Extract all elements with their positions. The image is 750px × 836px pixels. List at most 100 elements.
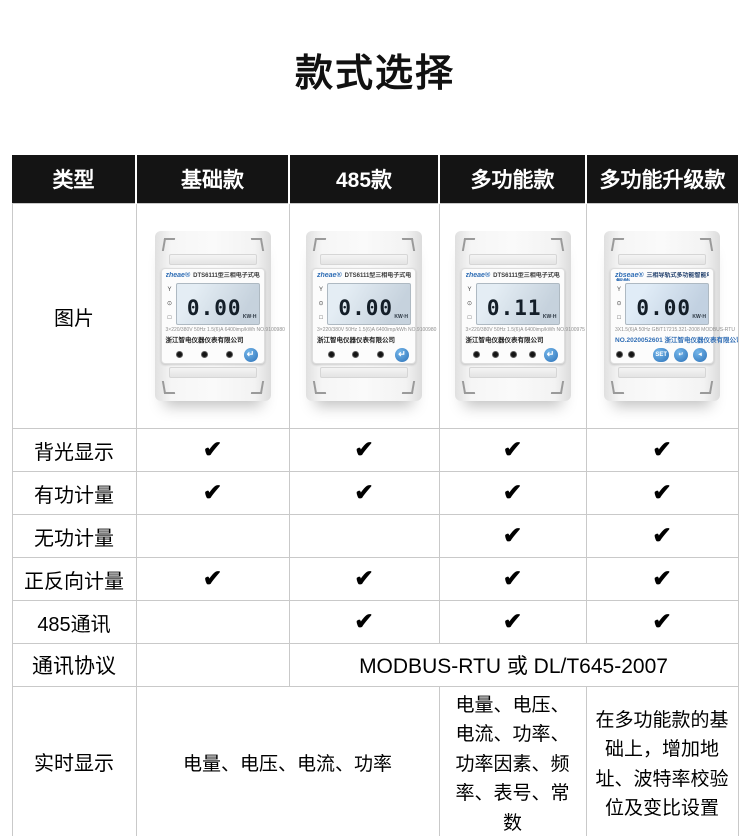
check-icon: ✔	[652, 436, 672, 462]
feature-cell	[135, 514, 290, 558]
header-cell-1: 基础款	[135, 155, 289, 204]
feature-cell: ✔	[438, 428, 587, 472]
merged-text-cell-6-1: MODBUS-RTU 或 DL/T645-2007	[288, 643, 739, 687]
header-cell-3: 多功能款	[438, 155, 586, 204]
meter-button-icon: ◄	[693, 347, 707, 362]
indicator-led-icon	[629, 352, 634, 357]
meter-brand-row: zheae®DTS6111型三相电子式电能表	[166, 272, 260, 281]
meter-bottom-cap	[168, 367, 257, 378]
din-clip-icon	[312, 238, 327, 251]
check-icon: ✔	[354, 479, 374, 505]
lcd-unit: KW·H	[542, 314, 557, 320]
table-row: 背光显示 ✔ ✔ ✔ ✔	[11, 428, 739, 472]
meter-side-icon: Y	[318, 287, 323, 293]
feature-cell: ✔	[438, 600, 587, 644]
header-cell-0: 类型	[12, 155, 136, 204]
indicator-led-icon	[378, 352, 384, 357]
table-row: 正反向计量 ✔ ✔ ✔ ✔	[11, 557, 739, 601]
din-clip-icon	[250, 238, 264, 251]
table-row: 485通讯 ✔ ✔ ✔	[11, 600, 739, 644]
din-clip-icon	[161, 381, 175, 394]
meter-side-icon: ⊙	[318, 301, 324, 307]
table-row: 有功计量 ✔ ✔ ✔ ✔	[11, 471, 739, 515]
meter-side-icons: Y ⊙ □	[615, 283, 623, 325]
check-icon: ✔	[502, 608, 523, 634]
row-label-5: 485通讯	[11, 600, 137, 644]
meter-cell-2: zheae®DTS6111型三相电子式电能表Y⊙□0.11KW·H3×220/3…	[438, 203, 587, 429]
meter-side-icons: Y ⊙ □	[466, 283, 474, 325]
din-clip-icon	[610, 238, 625, 251]
meter-lcd-row: Y ⊙ □ 0.11 KW·H	[466, 283, 560, 325]
meter-side-icon: Y	[616, 287, 621, 293]
meter-image-2: zheae®DTS6111型三相电子式电能表Y⊙□0.11KW·H3×220/3…	[454, 231, 585, 401]
din-clip-icon	[161, 238, 175, 251]
meter-brand-row: zheae®DTS6111型三相电子式电能表	[466, 272, 560, 281]
meter-button-icon: ↵	[243, 347, 258, 362]
meter-lcd-row: Y ⊙ □ 0.00 KW·H	[615, 283, 709, 325]
din-clip-icon	[401, 381, 416, 394]
feature-cell: ✔	[438, 471, 587, 515]
table-body: 图片zheae®DTS6111型三相电子式电能表Y⊙□0.00KW·H3×220…	[11, 203, 739, 836]
check-icon: ✔	[502, 522, 523, 548]
meter-bottom-cap	[618, 367, 706, 378]
lcd-unit: KW·H	[692, 314, 706, 320]
table-row: 无功计量 ✔ ✔	[11, 514, 739, 558]
meter-company-line: NO.2020052601 浙江智电仪器仪表有限公司	[615, 337, 738, 344]
table-row: 通讯协议 MODBUS-RTU 或 DL/T645-2007	[11, 643, 739, 687]
meter-controls: ↵	[166, 347, 260, 362]
check-icon: ✔	[202, 436, 223, 462]
feature-cell: ✔	[585, 428, 739, 472]
feature-cell	[135, 600, 290, 644]
check-icon: ✔	[202, 565, 223, 591]
row-label-3: 无功计量	[11, 514, 137, 558]
lcd-value: 0.00	[338, 296, 393, 320]
meter-side-icon: ⊙	[616, 301, 622, 307]
feature-cell: ✔	[585, 557, 739, 601]
meter-lcd-row: Y ⊙ □ 0.00 KW·H	[166, 283, 260, 325]
lcd-display: 0.00 KW·H	[625, 283, 709, 325]
check-icon: ✔	[354, 565, 374, 591]
lcd-unit: KW·H	[242, 314, 257, 320]
row-label-7: 实时显示	[11, 685, 137, 836]
meter-top-cap	[168, 254, 257, 265]
meter-controls: ↵	[317, 347, 411, 362]
row-label-4: 正反向计量	[11, 557, 137, 601]
indicator-led-icon	[201, 352, 207, 357]
meter-model-title: DTS6111型三相电子式电能表	[493, 273, 560, 279]
din-clip-icon	[461, 238, 475, 251]
din-clip-icon	[550, 238, 564, 251]
meter-spec-line: 3×220/380V 50Hz 1.5(6)A 6400imp/kWh NO.9…	[465, 327, 585, 333]
indicator-led-icon	[529, 352, 535, 357]
indicator-leds	[615, 352, 647, 357]
header-cell-4: 多功能升级款	[585, 155, 738, 204]
meter-button-icon: ↵	[674, 347, 688, 362]
meter-side-icon: ⊙	[166, 301, 173, 307]
feature-cell: ✔	[288, 471, 440, 515]
check-icon: ✔	[652, 608, 672, 634]
meter-top-cap	[320, 254, 408, 265]
feature-cell: ✔	[438, 557, 587, 601]
meter-cell-0: zheae®DTS6111型三相电子式电能表Y⊙□0.00KW·H3×220/3…	[135, 203, 290, 429]
meter-side-icon: ⊙	[466, 301, 473, 307]
check-icon: ✔	[652, 565, 672, 591]
header-cell-2: 485款	[288, 155, 439, 204]
merged-text-cell-7-2: 在多功能款的基础上，增加地址、波特率校验位及变比设置	[585, 685, 739, 836]
check-icon: ✔	[354, 608, 374, 634]
feature-cell: ✔	[288, 557, 440, 601]
meter-side-icon: Y	[467, 287, 472, 293]
meter-side-icon: □	[467, 315, 472, 321]
indicator-led-icon	[474, 352, 480, 357]
din-clip-icon	[550, 381, 564, 394]
check-icon: ✔	[502, 479, 523, 505]
header-row: 类型 基础款 485款 多功能款 多功能升级款	[12, 155, 738, 204]
indicator-led-icon	[511, 352, 517, 357]
meter-company-line: 浙江智电仪器仪表有限公司	[465, 337, 544, 344]
row-label-2: 有功计量	[11, 471, 137, 515]
meter-button-icon: ↵	[395, 347, 409, 362]
